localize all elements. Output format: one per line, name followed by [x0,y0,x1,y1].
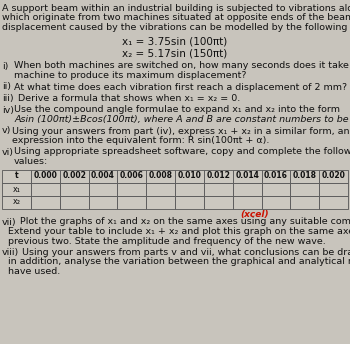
Bar [31,183,60,195]
Bar [2,183,31,195]
Text: A support beam within an industrial building is subjected to vibrations along it: A support beam within an industrial buil… [2,4,350,13]
Text: Extend your table to include x₁ + x₂ and plot this graph on the same axes as the: Extend your table to include x₁ + x₂ and… [8,227,350,236]
Text: Using your answers from part (iv), express x₁ + x₂ in a similar form, and conver: Using your answers from part (iv), expre… [12,127,350,136]
Text: iii): iii) [2,94,14,103]
Bar [175,195,204,208]
Bar [204,170,233,183]
Text: v): v) [2,127,11,136]
Bar [233,195,261,208]
Text: x₂ = 5.17sin (150πt): x₂ = 5.17sin (150πt) [122,48,228,58]
Text: 0.002: 0.002 [62,172,86,181]
Text: 0.010: 0.010 [177,172,201,181]
Text: values:: values: [14,157,48,166]
Bar [89,170,117,183]
Text: x₁ = 3.75sin (100πt): x₁ = 3.75sin (100πt) [122,36,228,46]
Text: 0.004: 0.004 [91,172,115,181]
Bar [89,195,117,208]
Bar [2,195,31,208]
Text: 0.016: 0.016 [264,172,288,181]
Bar [261,170,290,183]
Text: Derive a formula that shows when x₁ = x₂ = 0.: Derive a formula that shows when x₁ = x₂… [18,94,240,103]
Text: vi): vi) [2,148,14,157]
Text: x₁: x₁ [12,184,20,193]
Text: (xcel): (xcel) [240,209,269,218]
Text: machine to produce its maximum displacement?: machine to produce its maximum displacem… [14,71,246,80]
Bar [204,183,233,195]
Text: 0.012: 0.012 [206,172,230,181]
Text: which originate from two machines situated at opposite ends of the beam. The: which originate from two machines situat… [2,13,350,22]
Text: Using your answers from parts v and vii, what conclusions can be drawn about x₁ : Using your answers from parts v and vii,… [22,248,350,257]
Bar [233,183,261,195]
Bar [117,170,146,183]
Bar [146,170,175,183]
Bar [117,195,146,208]
Bar [261,183,290,195]
Text: Using appropriate spreadsheet software, copy and complete the following table of: Using appropriate spreadsheet software, … [14,148,350,157]
Text: expression into the equivalent form: R sin(100πt + α).: expression into the equivalent form: R s… [12,136,270,145]
Text: i): i) [2,62,8,71]
Text: iv): iv) [2,106,14,115]
Bar [60,170,89,183]
Text: 0.008: 0.008 [149,172,173,181]
Text: previous two. State the amplitude and frequency of the new wave.: previous two. State the amplitude and fr… [8,237,326,246]
Bar [319,170,348,183]
Text: 0.020: 0.020 [322,172,345,181]
Text: in addition, analyse the variation between the graphical and analytical methods : in addition, analyse the variation betwe… [8,258,350,267]
Text: ii): ii) [2,83,11,92]
Bar [60,183,89,195]
Bar [175,183,204,195]
Bar [60,195,89,208]
Text: Plot the graphs of x₁ and x₂ on the same axes using any suitable computer packag: Plot the graphs of x₁ and x₂ on the same… [20,217,350,226]
Bar [175,170,204,183]
Text: x₂: x₂ [12,197,20,206]
Bar [146,195,175,208]
Text: 0.014: 0.014 [235,172,259,181]
Text: viii): viii) [2,248,19,257]
Text: When both machines are switched on, how many seconds does it take for each: When both machines are switched on, how … [14,62,350,71]
Bar [319,183,348,195]
Text: t: t [15,172,18,181]
Bar [31,195,60,208]
Text: 0.018: 0.018 [293,172,317,181]
Text: At what time does each vibration first reach a displacement of 2 mm?: At what time does each vibration first r… [14,83,347,92]
Bar [204,195,233,208]
Text: Asin (100πt)±Bcos(100πt), where A and B are constant numbers to be found.: Asin (100πt)±Bcos(100πt), where A and B … [14,115,350,124]
Text: 0.000: 0.000 [33,172,57,181]
Bar [290,183,319,195]
Bar [146,183,175,195]
Bar [261,195,290,208]
Bar [290,195,319,208]
Text: have used.: have used. [8,267,60,276]
Bar [117,183,146,195]
Bar [31,170,60,183]
Text: 0.006: 0.006 [120,172,144,181]
Text: Use the compound angle formulae to expand x₁ and x₂ into the form: Use the compound angle formulae to expan… [14,106,340,115]
Text: displacement caused by the vibrations can be modelled by the following equations: displacement caused by the vibrations ca… [2,23,350,32]
Bar [319,195,348,208]
Bar [233,170,261,183]
Bar [89,183,117,195]
Bar [290,170,319,183]
Bar [2,170,31,183]
Text: vii): vii) [2,217,17,226]
